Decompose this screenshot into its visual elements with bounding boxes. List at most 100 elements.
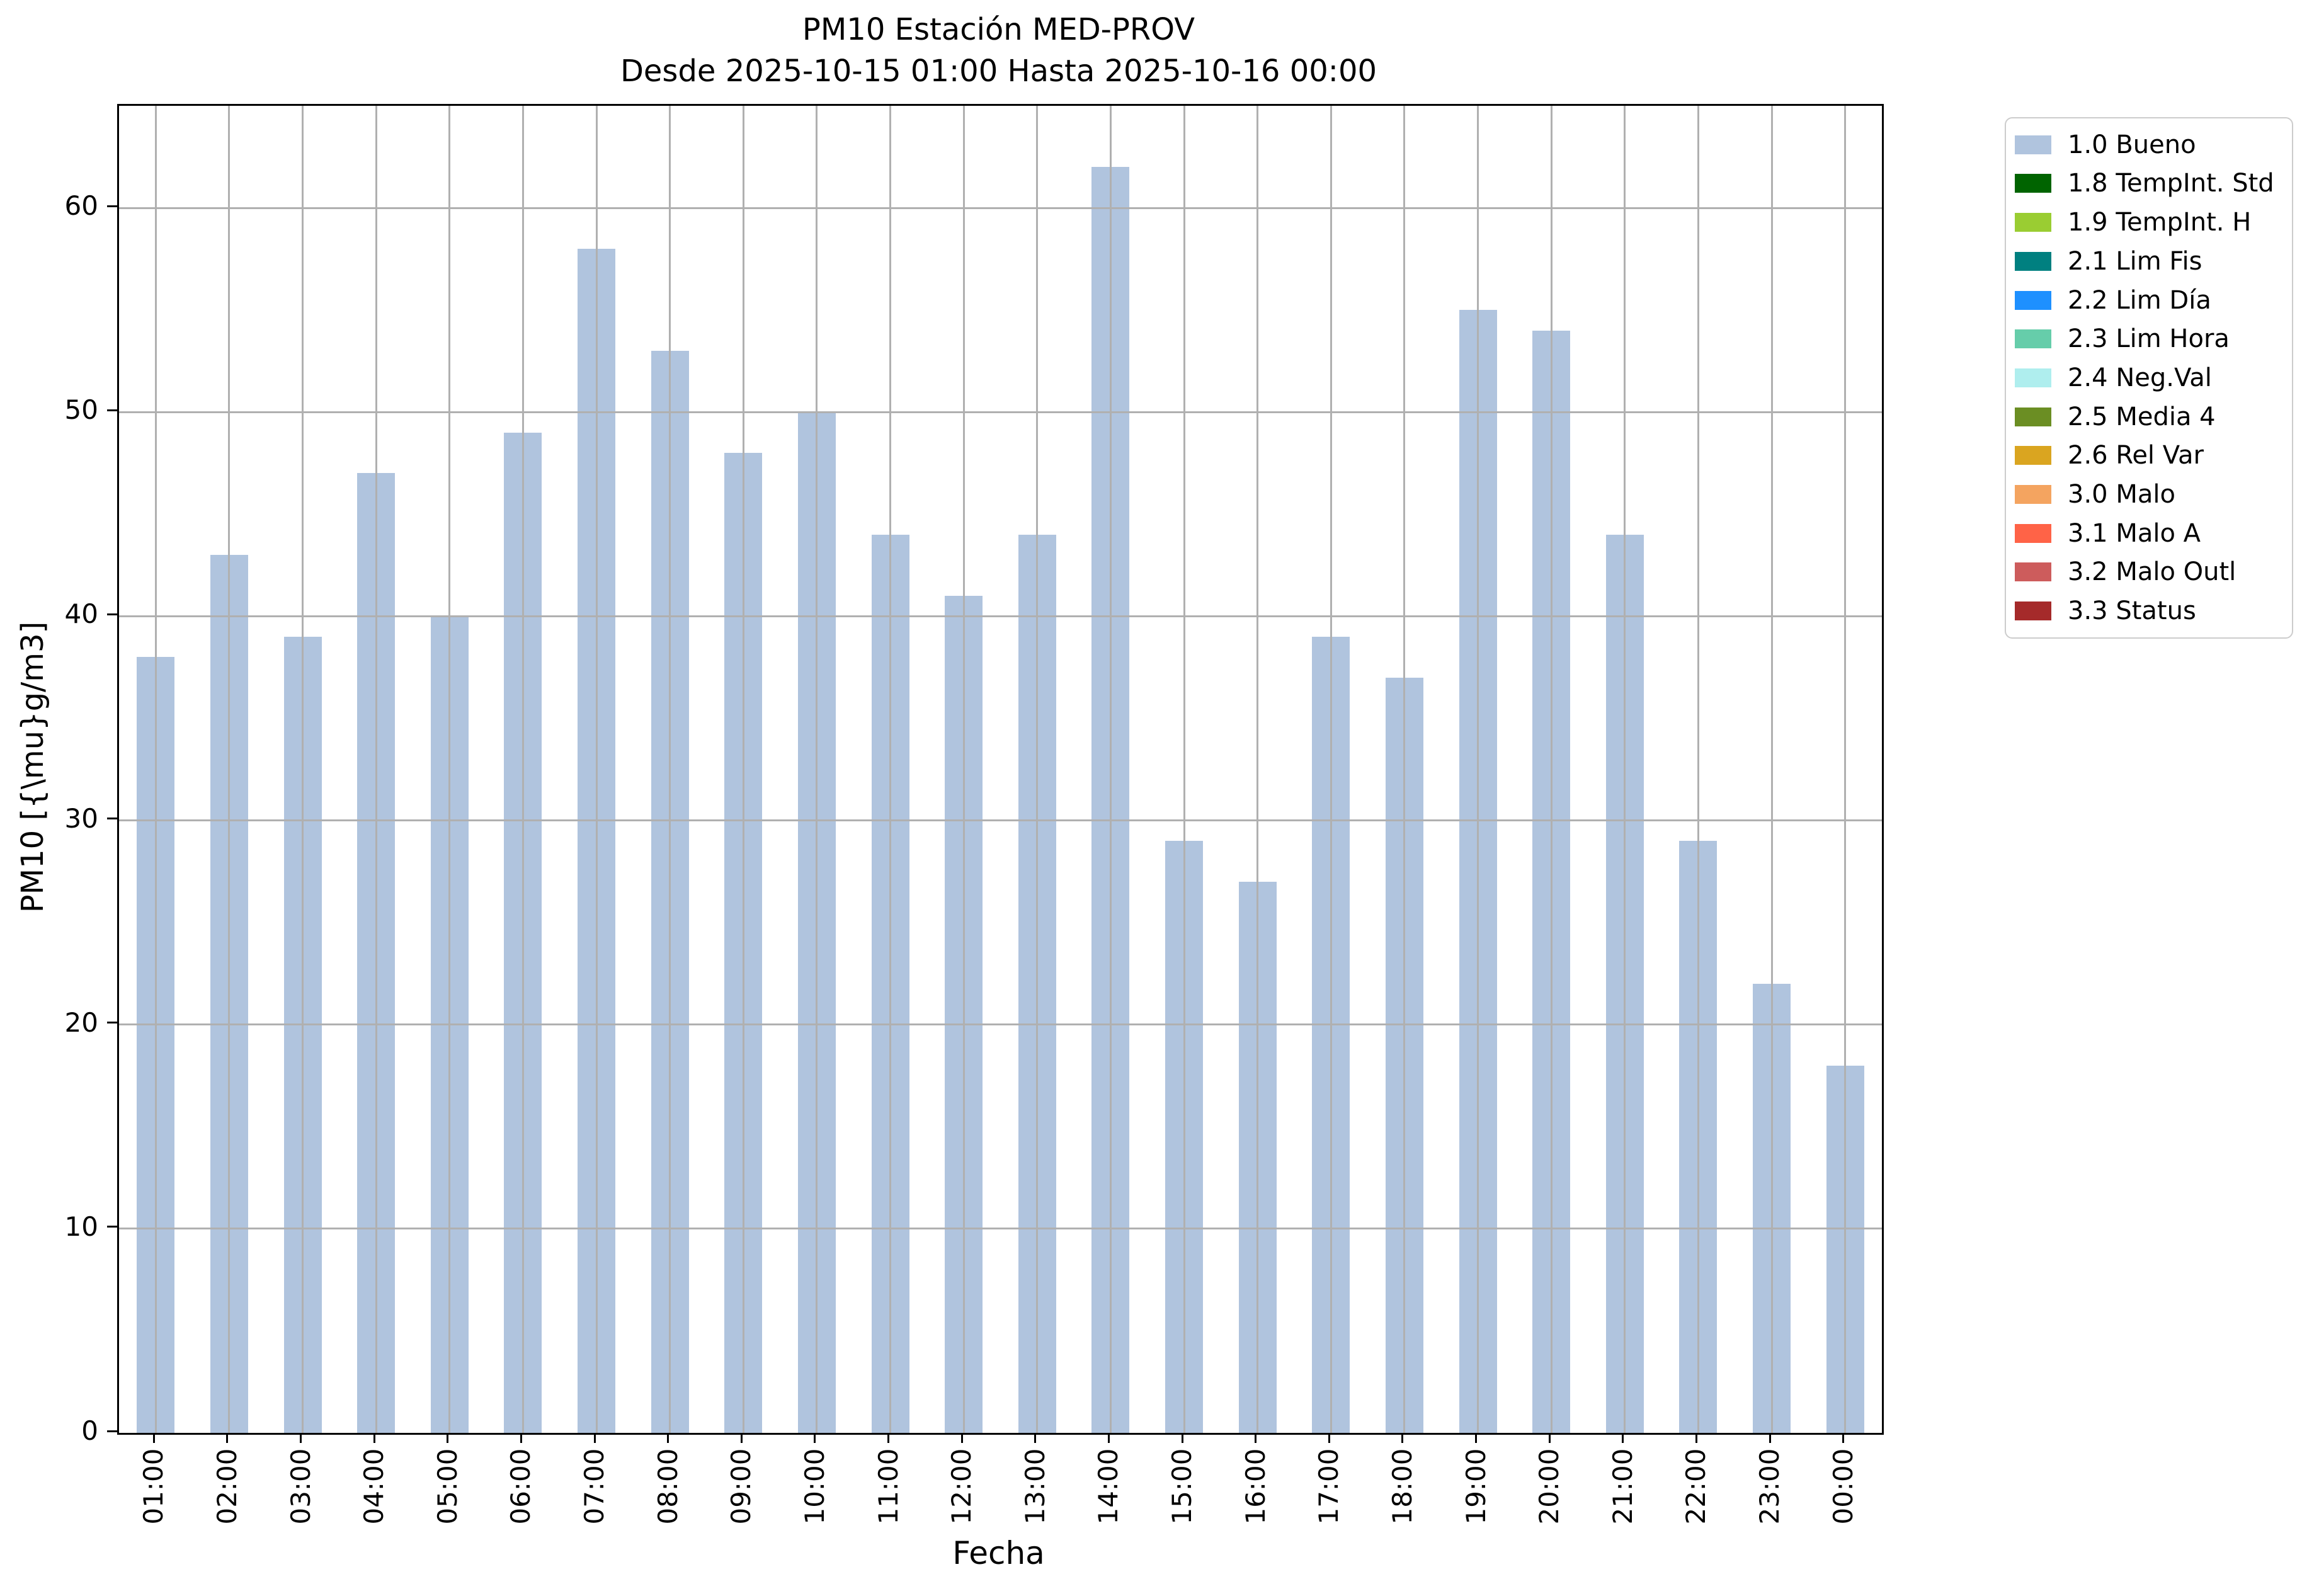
gridline-y-20: [119, 1023, 1882, 1026]
x-tick-label-22:00: 22:00: [1680, 1448, 1712, 1525]
x-tick-mark-22:00: [1695, 1433, 1697, 1443]
x-tick-label-09:00: 09:00: [726, 1448, 757, 1525]
legend-label: 3.2 Malo Outl: [2068, 557, 2236, 587]
x-tick-label-02:00: 02:00: [211, 1448, 242, 1525]
legend-swatch-icon: [2015, 174, 2051, 193]
x-tick-label-23:00: 23:00: [1754, 1448, 1786, 1525]
x-tick-mark-18:00: [1401, 1433, 1404, 1443]
legend-label: 2.5 Media 4: [2068, 402, 2216, 431]
plot-area: [117, 104, 1884, 1435]
legend-label: 1.0 Bueno: [2068, 130, 2196, 159]
x-axis-label: Fecha: [952, 1535, 1045, 1571]
gridline-x-02:00: [228, 106, 231, 1433]
y-tick-label-40: 40: [64, 598, 98, 630]
legend-label: 3.3 Status: [2068, 596, 2196, 626]
x-tick-label-20:00: 20:00: [1534, 1448, 1565, 1525]
y-tick-label-20: 20: [64, 1006, 98, 1038]
x-tick-label-04:00: 04:00: [358, 1448, 390, 1525]
gridline-y-50: [119, 411, 1882, 413]
x-tick-mark-17:00: [1328, 1433, 1330, 1443]
gridline-x-12:00: [962, 106, 965, 1433]
legend-item-3.2 Malo Outl: 3.2 Malo Outl: [2015, 553, 2286, 591]
x-tick-mark-20:00: [1548, 1433, 1551, 1443]
x-tick-label-05:00: 05:00: [431, 1448, 463, 1525]
x-tick-mark-11:00: [887, 1433, 890, 1443]
chart-title: PM10 Estación MED-PROV: [802, 12, 1195, 47]
x-tick-mark-10:00: [814, 1433, 816, 1443]
x-tick-label-17:00: 17:00: [1313, 1448, 1345, 1525]
x-tick-mark-14:00: [1107, 1433, 1110, 1443]
x-tick-mark-19:00: [1475, 1433, 1478, 1443]
chart-subtitle: Desde 2025-10-15 01:00 Hasta 2025-10-16 …: [620, 54, 1377, 89]
y-tick-mark-60: [107, 205, 117, 207]
gridline-x-06:00: [521, 106, 524, 1433]
legend-item-3.1 Malo A: 3.1 Malo A: [2015, 515, 2286, 552]
x-tick-label-21:00: 21:00: [1607, 1448, 1638, 1525]
x-tick-label-13:00: 13:00: [1019, 1448, 1051, 1525]
x-tick-label-16:00: 16:00: [1239, 1448, 1271, 1525]
gridline-x-07:00: [595, 106, 598, 1433]
x-tick-mark-01:00: [152, 1433, 155, 1443]
chart-title-block: PM10 Estación MED-PROV Desde 2025-10-15 …: [117, 9, 1880, 92]
x-tick-mark-06:00: [520, 1433, 522, 1443]
legend-swatch-icon: [2015, 407, 2051, 426]
x-tick-label-19:00: 19:00: [1460, 1448, 1491, 1525]
legend-label: 1.9 TempInt. H: [2068, 208, 2252, 237]
gridline-y-60: [119, 207, 1882, 209]
legend-swatch-icon: [2015, 290, 2051, 310]
x-tick-label-01:00: 01:00: [138, 1448, 169, 1525]
legend-item-2.2 Lim Día: 2.2 Lim Día: [2015, 282, 2286, 319]
x-tick-label-07:00: 07:00: [579, 1448, 610, 1525]
legend-swatch-icon: [2015, 601, 2051, 621]
x-tick-mark-05:00: [447, 1433, 449, 1443]
gridline-x-01:00: [154, 106, 157, 1433]
gridline-x-16:00: [1256, 106, 1259, 1433]
x-tick-mark-08:00: [667, 1433, 669, 1443]
x-tick-label-15:00: 15:00: [1166, 1448, 1198, 1525]
legend-swatch-icon: [2015, 485, 2051, 504]
x-tick-mark-21:00: [1622, 1433, 1624, 1443]
gridline-x-09:00: [742, 106, 744, 1433]
legend-swatch-icon: [2015, 135, 2051, 154]
y-tick-mark-30: [107, 818, 117, 820]
y-tick-mark-20: [107, 1022, 117, 1024]
legend: 1.0 Bueno 1.8 TempInt. Std 1.9 TempInt. H 2…: [2005, 117, 2293, 639]
legend-item-2.1 Lim Fis: 2.1 Lim Fis: [2015, 242, 2286, 280]
x-tick-label-10:00: 10:00: [799, 1448, 830, 1525]
x-tick-mark-15:00: [1181, 1433, 1183, 1443]
y-tick-mark-40: [107, 613, 117, 615]
gridline-x-15:00: [1183, 106, 1185, 1433]
x-tick-label-06:00: 06:00: [505, 1448, 537, 1525]
gridline-x-20:00: [1550, 106, 1553, 1433]
gridline-x-10:00: [816, 106, 818, 1433]
legend-swatch-icon: [2015, 523, 2051, 543]
legend-swatch-icon: [2015, 213, 2051, 232]
legend-label: 3.0 Malo: [2068, 480, 2175, 510]
gridline-x-17:00: [1330, 106, 1332, 1433]
gridline-x-14:00: [1109, 106, 1112, 1433]
gridline-y-30: [119, 819, 1882, 822]
x-tick-mark-02:00: [226, 1433, 229, 1443]
legend-label: 1.8 TempInt. Std: [2068, 169, 2274, 198]
x-tick-mark-00:00: [1842, 1433, 1845, 1443]
legend-swatch-icon: [2015, 368, 2051, 387]
gridline-x-04:00: [375, 106, 377, 1433]
legend-swatch-icon: [2015, 562, 2051, 582]
legend-item-1.8 TempInt. Std: 1.8 TempInt. Std: [2015, 164, 2286, 202]
y-tick-label-50: 50: [64, 394, 98, 426]
x-tick-mark-03:00: [300, 1433, 302, 1443]
gridline-x-18:00: [1403, 106, 1406, 1433]
legend-item-2.6 Rel Var: 2.6 Rel Var: [2015, 436, 2286, 474]
y-tick-mark-10: [107, 1226, 117, 1228]
legend-label: 2.1 Lim Fis: [2068, 246, 2202, 276]
y-tick-label-10: 10: [64, 1211, 98, 1242]
y-tick-label-30: 30: [64, 802, 98, 834]
legend-item-2.5 Media 4: 2.5 Media 4: [2015, 398, 2286, 436]
x-tick-mark-12:00: [960, 1433, 963, 1443]
legend-item-1.9 TempInt. H: 1.9 TempInt. H: [2015, 203, 2286, 241]
gridline-x-03:00: [302, 106, 304, 1433]
gridline-x-00:00: [1844, 106, 1847, 1433]
x-tick-label-03:00: 03:00: [285, 1448, 316, 1525]
legend-swatch-icon: [2015, 446, 2051, 465]
